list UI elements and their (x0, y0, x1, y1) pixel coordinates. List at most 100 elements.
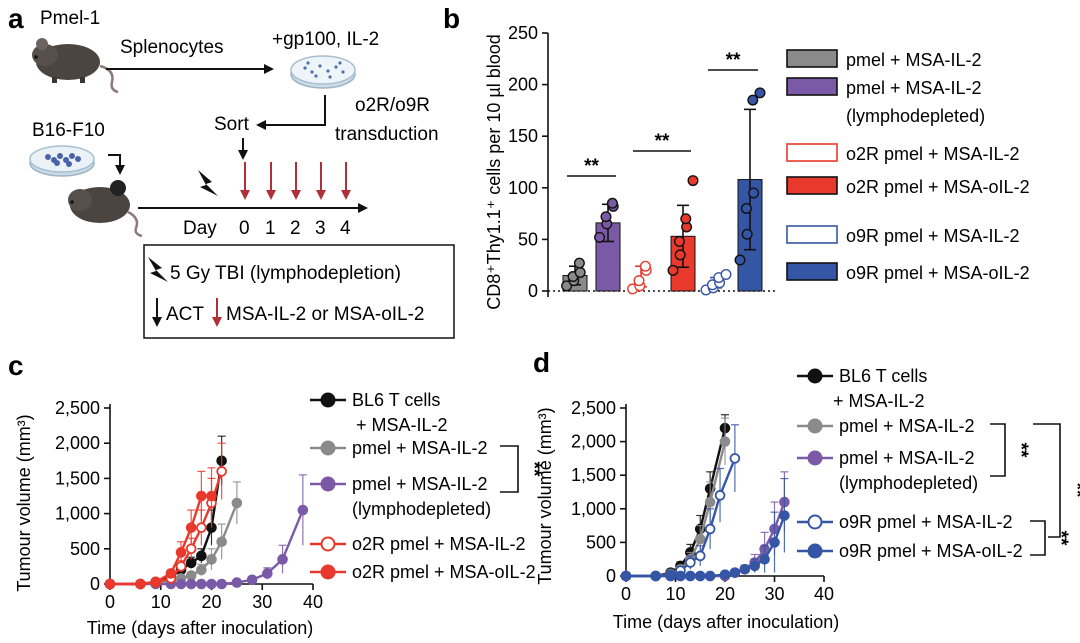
d-y-tick-label: 1,500 (571, 465, 616, 485)
c-significance-bracket (500, 445, 519, 493)
b-legend-swatch (786, 49, 838, 68)
d-significance-label: ** (1010, 443, 1031, 458)
d-x-axis-label: Time (days after inoculation) (613, 612, 839, 632)
c-x-axis-label: Time (days after inoculation) (87, 618, 313, 638)
legend-cytokine-label: MSA-IL-2 or MSA-oIL-2 (226, 304, 425, 325)
b-legend-swatch (786, 262, 838, 281)
b-legend-label: o2R pmel + MSA-oIL-2 (846, 177, 1030, 197)
b-data-point (667, 264, 679, 276)
c-significance-label: ** (523, 462, 544, 477)
b-legend-label-2: (lymphodepleted) (846, 106, 985, 126)
c-data-point (185, 543, 197, 555)
b-legend-swatch (786, 143, 838, 162)
transduction-label-1: o2R/o9R (355, 95, 430, 116)
legend-lightning-icon (148, 257, 168, 282)
day-3-label: 3 (315, 218, 326, 239)
b-data-point (720, 268, 732, 280)
d-significance-bracket (1033, 423, 1061, 538)
d-data-point (694, 533, 706, 545)
b-data-point (687, 175, 699, 187)
b-legend-swatch (786, 176, 838, 195)
b-legend-label: pmel + MSA-IL-2 (846, 50, 982, 70)
b-data-point (594, 231, 606, 243)
d-data-point (729, 453, 741, 464)
d-legend-marker (807, 543, 823, 559)
c-legend-label: pmel + MSA-IL-2 (352, 438, 488, 458)
c-data-point (206, 490, 217, 502)
c-legend-marker (320, 392, 336, 408)
d-data-point (675, 570, 686, 582)
culture-dish-icon (290, 55, 356, 89)
panel-d-line-chart: d Tumour volume (mm³) Time (days after i… (533, 347, 1080, 632)
c-data-point (277, 554, 288, 565)
c-y-tick-label: 2,500 (55, 398, 100, 418)
b-significance-label: ** (726, 50, 741, 71)
c-series (104, 467, 217, 590)
d-data-point (694, 570, 706, 582)
donor-mouse-icon (32, 38, 119, 94)
b-y-tick-label: 50 (518, 229, 538, 249)
b-data-point (674, 249, 686, 261)
c-data-point (231, 577, 243, 588)
c-x-tick-label: 0 (105, 592, 115, 612)
b-legend-swatch (786, 77, 838, 96)
c-data-point (165, 568, 177, 579)
panel-a-schematic: a Pmel-1 Splenocytes +gp100, IL-2 (8, 3, 455, 339)
c-legend: BL6 T cells + MSA-IL-2 pmel + MSA-IL-2 pmel… (310, 390, 544, 582)
c-data-point (216, 536, 227, 548)
c-y-axis-label: Tumour volume (mm³) (14, 414, 34, 591)
c-data-point (262, 568, 273, 579)
d-significance-bracket (990, 423, 1006, 477)
transduction-arrow (256, 95, 326, 130)
d-significance-label: ** (1066, 483, 1080, 498)
c-series (104, 442, 227, 590)
b-data-point (574, 266, 586, 278)
c-series-line (110, 509, 304, 586)
d-x-tick-label: 40 (814, 584, 834, 604)
c-data-point (196, 522, 207, 533)
c-data-point (185, 557, 197, 569)
b-data-point (747, 94, 759, 106)
d-series (620, 424, 741, 582)
d-data-point (779, 510, 790, 521)
d-y-tick-label: 1,000 (571, 499, 616, 519)
d-legend-label: pmel + MSA-IL-2 (839, 416, 975, 436)
c-legend-label: pmel + MSA-IL-2 (352, 474, 488, 494)
d-y-tick-label: 2,000 (571, 432, 616, 452)
panel-d-label: d (533, 347, 550, 378)
b-significance-label: ** (655, 131, 670, 152)
b-data-point (741, 228, 753, 240)
panel-b-bar-chart: b CD8⁺Thy1.1⁺ cells per 10 µl blood 0 50 1… (443, 3, 1030, 310)
c-data-point (196, 578, 207, 590)
b-y-tick-label: 0 (528, 281, 538, 301)
c-data-point (231, 497, 243, 509)
c-x-tick-label: 40 (303, 592, 323, 612)
c-data-point (196, 490, 207, 502)
b-marks: ** ** ** (561, 50, 766, 296)
c-data-point (206, 578, 217, 590)
b-data-point (680, 213, 692, 225)
d-data-point (620, 570, 632, 582)
culture-label: +gp100, IL-2 (272, 29, 379, 50)
c-legend-label: o2R pmel + MSA-oIL-2 (352, 562, 536, 582)
d-data-point (769, 537, 780, 548)
cytokine-arrows (240, 162, 351, 200)
b-legend-label: o9R pmel + MSA-oIL-2 (846, 263, 1030, 283)
c-data-point (196, 550, 207, 562)
b-data-point (639, 260, 651, 272)
c-legend-label-2: (lymphodepleted) (352, 499, 491, 519)
day-0-label: 0 (239, 218, 250, 239)
d-legend-marker (807, 368, 823, 384)
d-x-tick-label: 0 (621, 584, 631, 604)
d-data-point (719, 436, 731, 447)
d-data-point (759, 553, 770, 565)
b-legend-label: o9R pmel + MSA-IL-2 (846, 226, 1020, 246)
recipient-mouse-icon (68, 180, 143, 238)
c-axes: 0 500 1,000 1,500 2,000 2,500 0 10 20 30 40 (55, 398, 323, 612)
panel-c-line-chart: c Tumour volume (mm³) Time (days after i… (8, 350, 544, 638)
d-y-axis-label: Tumour volume (mm³) (535, 407, 555, 584)
panel-b-label: b (443, 3, 460, 34)
c-legend-marker (320, 440, 336, 456)
b-y-axis-label: CD8⁺Thy1.1⁺ cells per 10 µl blood (484, 34, 504, 310)
c-y-tick-label: 500 (70, 539, 100, 559)
